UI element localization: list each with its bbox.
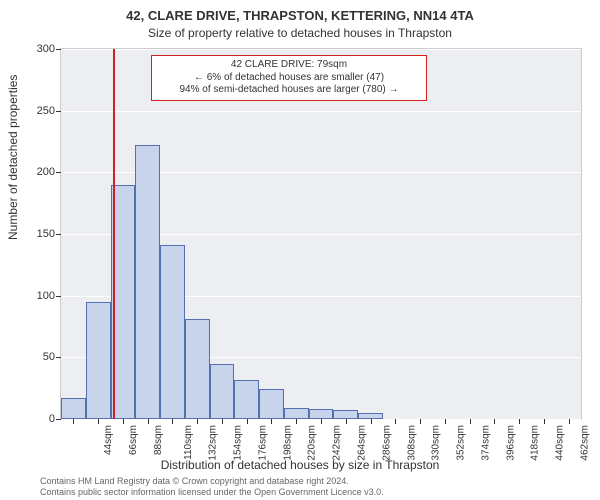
x-tick-label: 154sqm (233, 425, 244, 461)
x-tick-mark (321, 419, 322, 424)
attribution-line-2: Contains public sector information licen… (40, 487, 384, 498)
x-tick-label: 66sqm (128, 425, 139, 455)
x-tick-mark (346, 419, 347, 424)
x-tick-label: 352sqm (456, 425, 467, 461)
histogram-bar (160, 245, 185, 419)
x-tick-label: 176sqm (258, 425, 269, 461)
y-tick-mark (56, 49, 61, 50)
x-tick-mark (98, 419, 99, 424)
histogram-bar (61, 398, 86, 419)
y-tick-label: 300 (37, 43, 55, 55)
y-axis-label: Number of detached properties (6, 75, 20, 240)
x-tick-label: 198sqm (282, 425, 293, 461)
gridline-h (61, 111, 581, 112)
x-tick-mark (395, 419, 396, 424)
y-tick-label: 200 (37, 166, 55, 178)
histogram-bar (185, 319, 210, 419)
annotation-line-1: 42 CLARE DRIVE: 79sqm (158, 59, 420, 72)
y-tick-mark (56, 357, 61, 358)
attribution-line-1: Contains HM Land Registry data © Crown c… (40, 476, 384, 487)
y-tick-label: 50 (43, 351, 55, 363)
x-tick-mark (296, 419, 297, 424)
gridline-h (61, 49, 581, 50)
chart-container: 42, CLARE DRIVE, THRAPSTON, KETTERING, N… (0, 0, 600, 500)
x-tick-label: 88sqm (153, 425, 164, 455)
x-tick-mark (271, 419, 272, 424)
chart-title-main: 42, CLARE DRIVE, THRAPSTON, KETTERING, N… (0, 8, 600, 23)
x-tick-label: 374sqm (480, 425, 491, 461)
histogram-bar (259, 389, 284, 419)
x-tick-mark (420, 419, 421, 424)
annotation-line-2: ← 6% of detached houses are smaller (47) (158, 72, 420, 85)
x-tick-label: 264sqm (357, 425, 368, 461)
x-tick-mark (222, 419, 223, 424)
histogram-bar (234, 380, 259, 419)
y-tick-label: 250 (37, 105, 55, 117)
x-tick-label: 242sqm (332, 425, 343, 461)
x-tick-label: 308sqm (406, 425, 417, 461)
histogram-bar (284, 408, 309, 419)
y-tick-mark (56, 172, 61, 173)
x-tick-label: 286sqm (381, 425, 392, 461)
histogram-bar (333, 410, 358, 419)
histogram-bar (135, 145, 160, 419)
chart-title-sub: Size of property relative to detached ho… (0, 26, 600, 40)
x-tick-label: 330sqm (431, 425, 442, 461)
x-tick-label: 220sqm (307, 425, 318, 461)
marker-line (113, 49, 115, 419)
y-tick-mark (56, 296, 61, 297)
y-tick-mark (56, 234, 61, 235)
y-tick-mark (56, 419, 61, 420)
y-tick-label: 100 (37, 290, 55, 302)
annotation-box: 42 CLARE DRIVE: 79sqm← 6% of detached ho… (151, 55, 427, 101)
x-tick-label: 418sqm (530, 425, 541, 461)
x-tick-mark (445, 419, 446, 424)
x-tick-mark (123, 419, 124, 424)
x-tick-label: 396sqm (505, 425, 516, 461)
x-tick-mark (148, 419, 149, 424)
x-tick-label: 44sqm (103, 425, 114, 455)
x-axis-label: Distribution of detached houses by size … (0, 458, 600, 472)
y-tick-mark (56, 111, 61, 112)
x-tick-mark (247, 419, 248, 424)
x-tick-mark (544, 419, 545, 424)
x-tick-label: 462sqm (579, 425, 590, 461)
attribution-text: Contains HM Land Registry data © Crown c… (40, 476, 384, 498)
histogram-bar (309, 409, 334, 419)
histogram-bar (86, 302, 111, 419)
y-tick-label: 0 (49, 413, 55, 425)
plot-area: 05010015020025030044sqm66sqm88sqm110sqm1… (60, 48, 582, 420)
annotation-line-3: 94% of semi-detached houses are larger (… (158, 84, 420, 97)
y-tick-label: 150 (37, 228, 55, 240)
x-tick-mark (197, 419, 198, 424)
x-tick-mark (371, 419, 372, 424)
x-tick-mark (569, 419, 570, 424)
histogram-bar (210, 364, 235, 420)
x-tick-mark (172, 419, 173, 424)
x-tick-label: 132sqm (208, 425, 219, 461)
x-tick-mark (519, 419, 520, 424)
x-tick-label: 110sqm (183, 425, 194, 460)
x-tick-label: 440sqm (555, 425, 566, 461)
x-tick-mark (494, 419, 495, 424)
x-tick-mark (73, 419, 74, 424)
x-tick-mark (470, 419, 471, 424)
